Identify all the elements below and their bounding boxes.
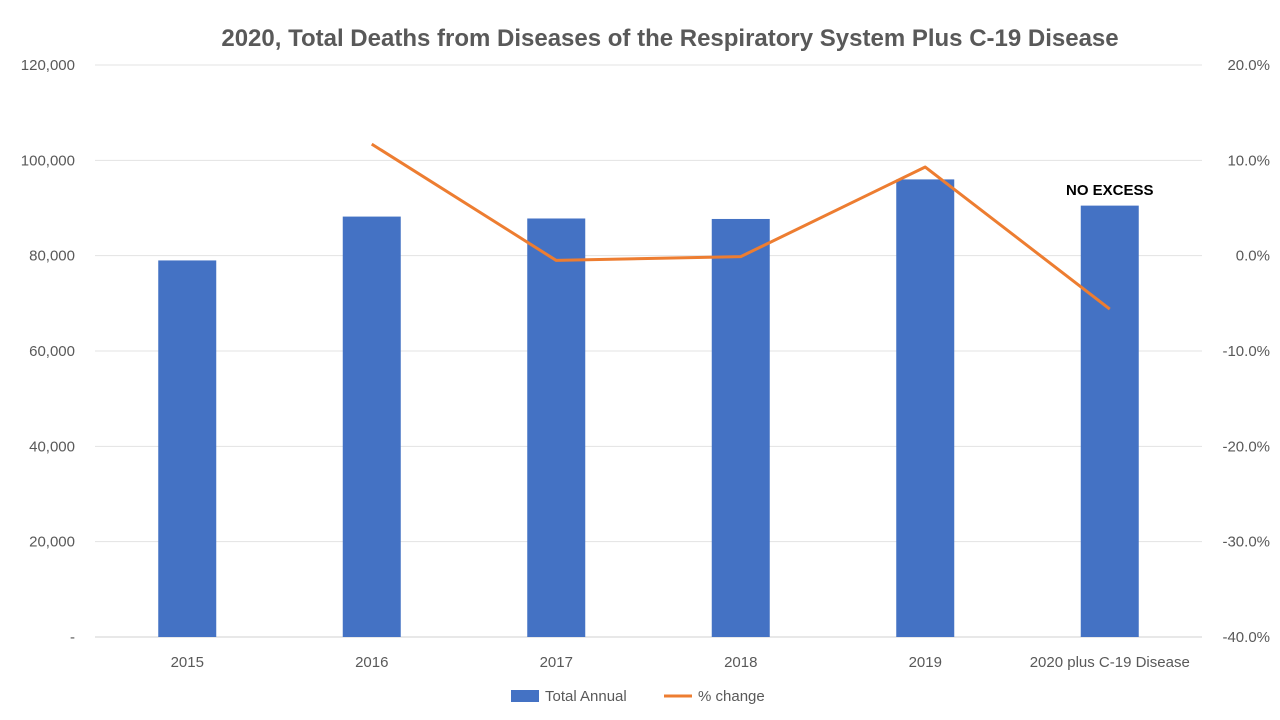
annotation-label: NO EXCESS	[1066, 182, 1154, 199]
x-tick-label: 2018	[724, 654, 757, 671]
left-tick-label: 120,000	[21, 57, 75, 74]
right-tick-label: 0.0%	[1236, 248, 1270, 265]
right-tick-label: 20.0%	[1227, 57, 1270, 74]
annotations: NO EXCESS	[1066, 182, 1154, 199]
x-tick-label: 2020 plus C-19 Disease	[1030, 654, 1190, 671]
left-tick-label: 100,000	[21, 152, 75, 169]
bar	[711, 218, 770, 638]
bar	[527, 218, 586, 637]
x-axis-ticks: 2015 2016 2017 2018 2019 2020 plus C-19 Disea…	[171, 654, 1190, 671]
x-tick-label: 2015	[171, 654, 204, 671]
right-tick-label: -20.0%	[1222, 438, 1270, 455]
x-tick-label: 2016	[355, 654, 388, 671]
right-tick-label: -10.0%	[1222, 343, 1270, 360]
line-series	[370, 142, 1111, 311]
x-tick-label: 2019	[909, 654, 942, 671]
right-tick-label: 10.0%	[1227, 152, 1270, 169]
legend: Total Annual % change	[511, 688, 765, 705]
bar	[342, 216, 401, 637]
left-tick-label: 60,000	[29, 343, 75, 360]
left-tick-label: 40,000	[29, 438, 75, 455]
left-axis-ticks: - 20,000 40,000 60,000 80,000 100,000 120,000	[21, 57, 75, 646]
chart-title: 2020, Total Deaths from Diseases of the …	[221, 25, 1118, 52]
x-tick-label: 2017	[540, 654, 573, 671]
bar-series	[158, 179, 1139, 638]
legend-label: Total Annual	[545, 688, 627, 705]
bar	[1080, 205, 1139, 637]
left-tick-label: -	[70, 629, 75, 646]
bar	[158, 260, 217, 637]
right-tick-label: -30.0%	[1222, 534, 1270, 551]
left-tick-label: 20,000	[29, 534, 75, 551]
left-tick-label: 80,000	[29, 248, 75, 265]
legend-swatch-bar	[511, 690, 539, 702]
legend-label: % change	[698, 688, 765, 705]
right-tick-label: -40.0%	[1222, 629, 1270, 646]
grid-lines	[95, 64, 1202, 638]
bar	[896, 179, 955, 637]
right-axis-ticks: -40.0% -30.0% -20.0% -10.0% 0.0% 10.0% 20.0%	[1222, 57, 1270, 646]
